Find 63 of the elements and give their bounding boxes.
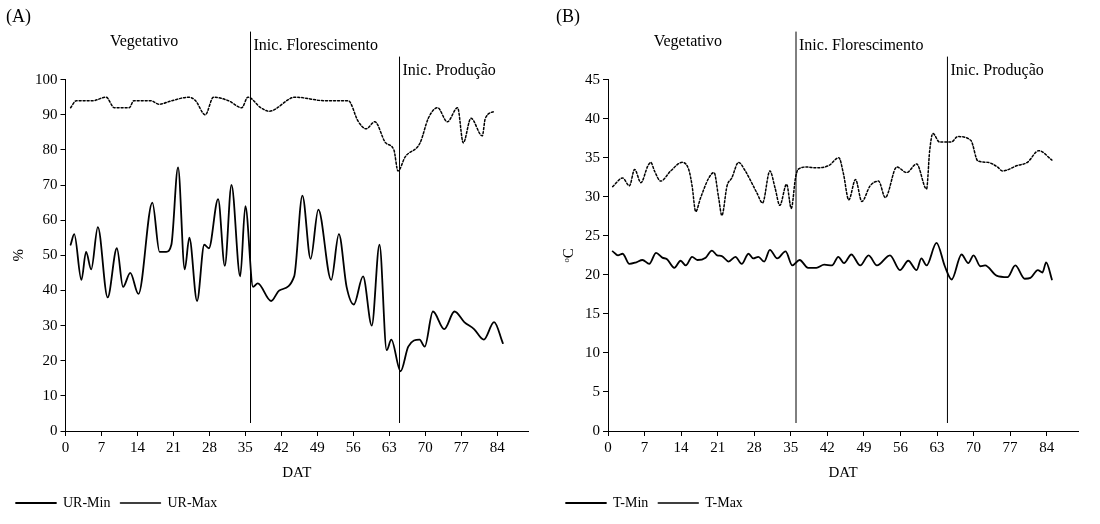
legend-label: T-Min <box>613 494 649 510</box>
ref-line-label: Inic. Florescimento <box>799 35 924 53</box>
y-tick-label: 100 <box>35 70 58 87</box>
x-tick-label: 7 <box>640 438 649 455</box>
y-tick-label: 40 <box>42 281 58 298</box>
y-tick-label: 20 <box>42 351 58 368</box>
x-tick-label: 0 <box>61 438 70 455</box>
x-tick-label: 63 <box>381 438 397 455</box>
chart-title: (A) <box>6 5 31 27</box>
x-tick-label: 84 <box>489 438 506 455</box>
ref-line-label: Inic. Produção <box>402 60 496 79</box>
legend-label: T-Max <box>705 494 743 510</box>
y-tick-label: 40 <box>585 109 600 126</box>
y-tick-label: 30 <box>585 187 600 204</box>
x-tick-label: 21 <box>165 438 181 455</box>
x-tick-label: 0 <box>604 438 612 455</box>
x-tick-label: 14 <box>673 438 690 455</box>
y-tick-label: 35 <box>585 148 600 165</box>
y-tick-label: 50 <box>42 246 58 263</box>
y-tick-label: 20 <box>585 265 600 282</box>
x-tick-label: 56 <box>892 438 909 455</box>
y-tick-label: 10 <box>42 386 58 403</box>
y-tick-label: 25 <box>585 226 600 243</box>
x-tick-label: 42 <box>273 438 289 455</box>
x-tick-label: 70 <box>417 438 433 455</box>
chart-title: (B) <box>556 5 580 27</box>
x-tick-label: 77 <box>1002 438 1019 455</box>
x-axis-title: DAT <box>282 463 312 480</box>
y-tick-label: 60 <box>42 211 58 228</box>
x-tick-label: 21 <box>710 438 726 455</box>
y-tick-label: 30 <box>42 316 58 333</box>
x-tick-label: 35 <box>783 438 799 455</box>
ref-line-label: Inic. Produção <box>950 60 1044 79</box>
ref-line-label: Inic. Florescimento <box>253 35 378 53</box>
x-tick-label: 49 <box>856 438 872 455</box>
y-axis-title: % <box>9 249 26 262</box>
x-tick-label: 77 <box>453 438 470 455</box>
x-axis-title: DAT <box>828 463 858 480</box>
y-tick-label: 5 <box>592 382 600 399</box>
text: Vegetativo <box>653 31 723 50</box>
text: Vegetativo <box>109 31 179 50</box>
y-tick-label: 0 <box>50 421 58 438</box>
y-tick-label: 10 <box>585 343 600 360</box>
y-tick-label: 80 <box>42 140 58 157</box>
y-tick-label: 90 <box>42 105 58 122</box>
y-tick-label: 15 <box>585 304 600 321</box>
x-tick-label: 28 <box>201 438 217 455</box>
x-tick-label: 14 <box>129 438 146 455</box>
y-axis-title: ᵒC <box>559 248 576 263</box>
legend-label: UR-Min <box>63 494 111 510</box>
x-tick-label: 7 <box>97 438 106 455</box>
y-tick-label: 70 <box>42 175 58 192</box>
y-tick-label: 0 <box>592 421 600 438</box>
x-tick-label: 56 <box>345 438 362 455</box>
legend-label: UR-Max <box>167 494 218 510</box>
x-tick-label: 84 <box>1039 438 1055 455</box>
y-tick-label: 45 <box>585 70 600 87</box>
x-tick-label: 63 <box>929 438 945 455</box>
x-tick-label: 70 <box>966 438 982 455</box>
x-tick-label: 49 <box>309 438 325 455</box>
x-tick-label: 42 <box>819 438 835 455</box>
x-tick-label: 28 <box>746 438 762 455</box>
x-tick-label: 35 <box>237 438 253 455</box>
